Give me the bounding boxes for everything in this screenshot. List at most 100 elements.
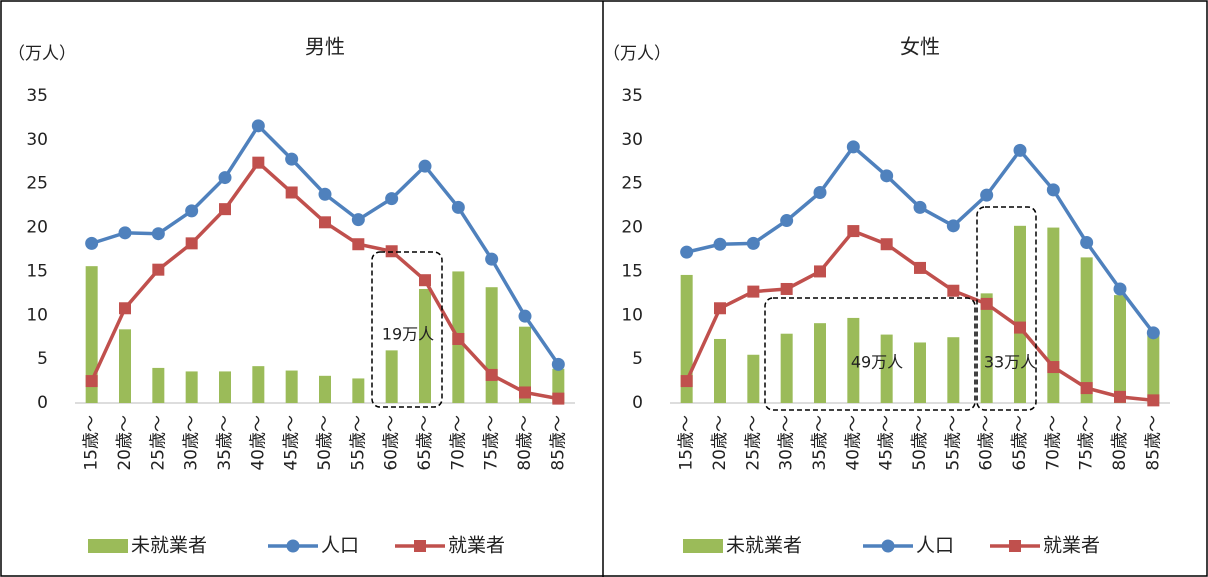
marker bbox=[451, 200, 465, 214]
marker bbox=[252, 156, 265, 169]
chart-title: 女性 bbox=[900, 35, 940, 59]
bar bbox=[714, 338, 726, 403]
annotation: 19万人 bbox=[382, 325, 434, 344]
marker bbox=[285, 186, 298, 199]
marker bbox=[518, 309, 532, 323]
x-tick-label: 40歳～ bbox=[843, 415, 863, 471]
bar bbox=[419, 288, 431, 403]
x-tick-label: 25歳～ bbox=[743, 415, 763, 471]
x-tick-label: 15歳～ bbox=[82, 415, 102, 471]
y-tick-label: 35 bbox=[26, 86, 48, 106]
x-tick-label: 25歳～ bbox=[148, 415, 168, 471]
marker bbox=[746, 236, 760, 250]
marker bbox=[351, 213, 365, 227]
legend-label: 未就業者 bbox=[726, 535, 802, 557]
bar bbox=[747, 354, 760, 403]
bar bbox=[219, 371, 231, 403]
marker bbox=[1147, 394, 1160, 407]
marker bbox=[185, 204, 199, 218]
marker bbox=[219, 203, 231, 216]
marker bbox=[319, 216, 331, 229]
annotation: 33万人 bbox=[984, 353, 1036, 372]
bar bbox=[814, 323, 826, 403]
marker bbox=[880, 169, 894, 183]
marker bbox=[1047, 361, 1060, 374]
x-tick-label: 60歳～ bbox=[977, 415, 997, 471]
marker bbox=[85, 236, 99, 250]
marker bbox=[185, 237, 198, 250]
y-tick-label: 15 bbox=[26, 261, 48, 281]
bar bbox=[780, 333, 793, 403]
marker bbox=[1080, 382, 1093, 395]
marker bbox=[485, 252, 499, 266]
marker bbox=[947, 284, 960, 297]
y-tick-label: 0 bbox=[632, 393, 643, 413]
legend-marker bbox=[881, 539, 895, 553]
bar bbox=[914, 342, 926, 403]
y-tick-label: 30 bbox=[621, 130, 643, 150]
x-tick-label: 85歳～ bbox=[548, 415, 568, 471]
x-tick-label: 70歳～ bbox=[448, 415, 468, 471]
annotation-box bbox=[371, 251, 443, 408]
legend-label: 人口 bbox=[321, 535, 359, 557]
x-tick-label: 75歳～ bbox=[482, 415, 502, 471]
marker bbox=[914, 261, 926, 274]
marker bbox=[1080, 235, 1094, 249]
bar bbox=[119, 329, 131, 403]
legend-marker bbox=[414, 540, 426, 552]
bar bbox=[847, 317, 860, 403]
marker bbox=[285, 152, 299, 166]
marker bbox=[519, 386, 531, 399]
legend-label: 人口 bbox=[916, 535, 954, 557]
bar bbox=[1114, 295, 1126, 403]
marker bbox=[880, 238, 893, 251]
marker bbox=[680, 375, 693, 388]
marker bbox=[1113, 282, 1127, 296]
marker bbox=[913, 200, 927, 214]
x-tick-label: 75歳～ bbox=[1077, 415, 1097, 471]
marker bbox=[847, 225, 860, 238]
marker bbox=[713, 237, 727, 251]
bar bbox=[285, 370, 298, 403]
marker bbox=[385, 192, 399, 206]
marker bbox=[813, 185, 827, 199]
x-tick-label: 55歳～ bbox=[348, 415, 368, 471]
bar bbox=[385, 350, 398, 403]
x-tick-label: 60歳～ bbox=[382, 415, 402, 471]
bar bbox=[519, 326, 531, 403]
x-tick-label: 50歳～ bbox=[910, 415, 930, 471]
marker bbox=[419, 274, 431, 287]
marker bbox=[218, 171, 232, 185]
annotation-box bbox=[976, 206, 1037, 411]
bar bbox=[85, 266, 98, 403]
bar bbox=[1047, 227, 1060, 403]
bar bbox=[1147, 335, 1160, 403]
y-tick-label: 30 bbox=[26, 130, 48, 150]
bar bbox=[1080, 257, 1093, 403]
bar bbox=[352, 378, 365, 403]
marker bbox=[551, 357, 565, 371]
x-tick-label: 70歳～ bbox=[1043, 415, 1063, 471]
x-tick-label: 45歳～ bbox=[282, 415, 302, 471]
x-tick-label: 65歳～ bbox=[1010, 415, 1030, 471]
x-tick-label: 65歳～ bbox=[415, 415, 435, 471]
bar bbox=[1014, 225, 1026, 403]
x-tick-label: 40歳～ bbox=[248, 415, 268, 471]
y-tick-label: 35 bbox=[621, 86, 643, 106]
unit-label: （万人） bbox=[603, 44, 671, 64]
marker bbox=[780, 214, 794, 228]
bar bbox=[880, 334, 893, 403]
x-tick-label: 45歳～ bbox=[877, 415, 897, 471]
chart-title: 男性 bbox=[305, 35, 345, 59]
marker bbox=[352, 238, 365, 251]
x-tick-label: 30歳～ bbox=[777, 415, 797, 471]
legend-label: 就業者 bbox=[1043, 535, 1100, 557]
marker bbox=[714, 302, 726, 315]
y-tick-label: 20 bbox=[26, 218, 48, 238]
x-tick-label: 20歳～ bbox=[115, 415, 135, 471]
legend-swatch bbox=[88, 539, 128, 553]
marker bbox=[980, 188, 994, 202]
legend-marker bbox=[286, 539, 300, 553]
